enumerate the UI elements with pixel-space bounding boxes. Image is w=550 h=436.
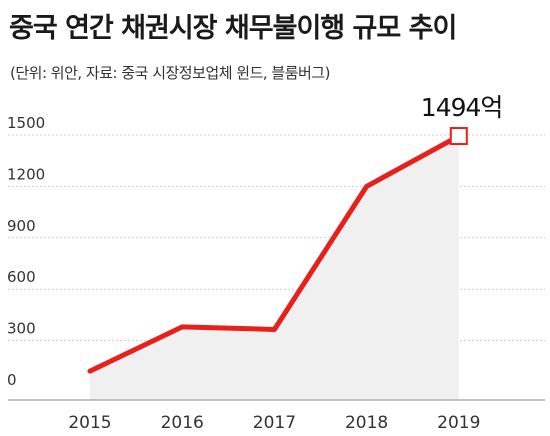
y-tick-label: 0 [7, 371, 17, 389]
x-tick-label: 2015 [68, 413, 111, 433]
area-fill [90, 136, 459, 400]
y-tick-label: 1200 [7, 165, 45, 183]
last-point-marker [449, 127, 468, 146]
last-point-label: 1494억 [421, 93, 503, 122]
x-tick-label: 2016 [161, 413, 204, 433]
x-tick-label: 2017 [253, 413, 296, 433]
y-tick-label: 600 [7, 268, 36, 286]
gridlines [8, 134, 545, 342]
x-tick-label: 2018 [345, 413, 388, 433]
x-tick-label: 2019 [437, 413, 480, 433]
y-tick-labels: 0 300 600 900 1200 1500 [7, 114, 45, 389]
y-tick-label: 300 [7, 320, 36, 338]
y-tick-label: 900 [7, 217, 36, 235]
x-tick-labels: 2015 2016 2017 2018 2019 [68, 413, 480, 433]
data-line [87, 133, 462, 374]
y-tick-label: 1500 [7, 114, 45, 132]
chart-title: 중국 연간 채권시장 채무불이행 규모 추이 [9, 13, 457, 44]
chart-source-note: (단위: 위안, 자료: 중국 시장정보업체 윈드, 블룸버그) [10, 64, 330, 82]
